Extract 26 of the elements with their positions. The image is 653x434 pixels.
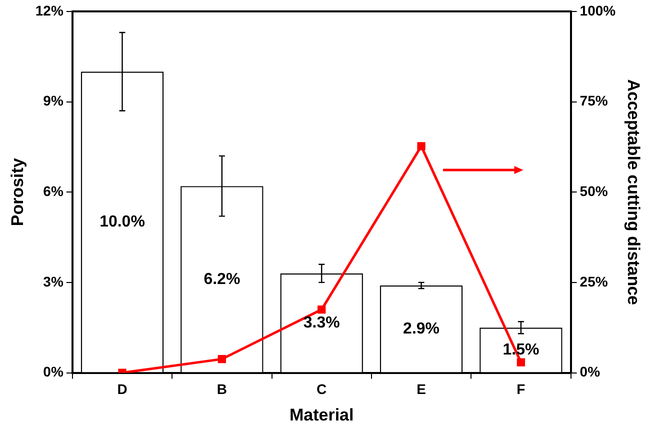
y2-tick-label: 100% — [580, 2, 616, 18]
y2-tick-label: 50% — [580, 182, 608, 199]
y-tick-label: 0% — [43, 364, 64, 380]
y2-axis-title: Acceptable cutting distance — [624, 79, 644, 305]
y2-tick-label: 0% — [580, 364, 601, 380]
point — [516, 358, 526, 366]
data-label: 10.0% — [100, 214, 145, 231]
data-label: 3.3% — [303, 314, 340, 332]
x-tick-label: F — [516, 381, 526, 398]
y-tick-label: 6% — [43, 182, 64, 199]
y-tick-label: 12% — [35, 2, 64, 18]
x-tick-label: D — [117, 381, 128, 398]
x-tick-label: B — [216, 381, 227, 398]
y-tick-label: 3% — [43, 273, 64, 290]
x-tick-label: E — [416, 381, 426, 398]
y2-tick-label: 25% — [580, 273, 608, 290]
y2-tick-label: 75% — [580, 92, 608, 109]
point — [318, 305, 326, 314]
y-tick-label: 9% — [43, 92, 64, 109]
y-axis-title: Porosity — [8, 158, 27, 226]
point — [218, 354, 226, 364]
x-axis-title: Material — [289, 405, 354, 424]
data-label: 6.2% — [204, 270, 240, 288]
point — [417, 142, 426, 150]
x-tick-label: C — [316, 381, 327, 398]
data-label: 2.9% — [403, 320, 440, 338]
